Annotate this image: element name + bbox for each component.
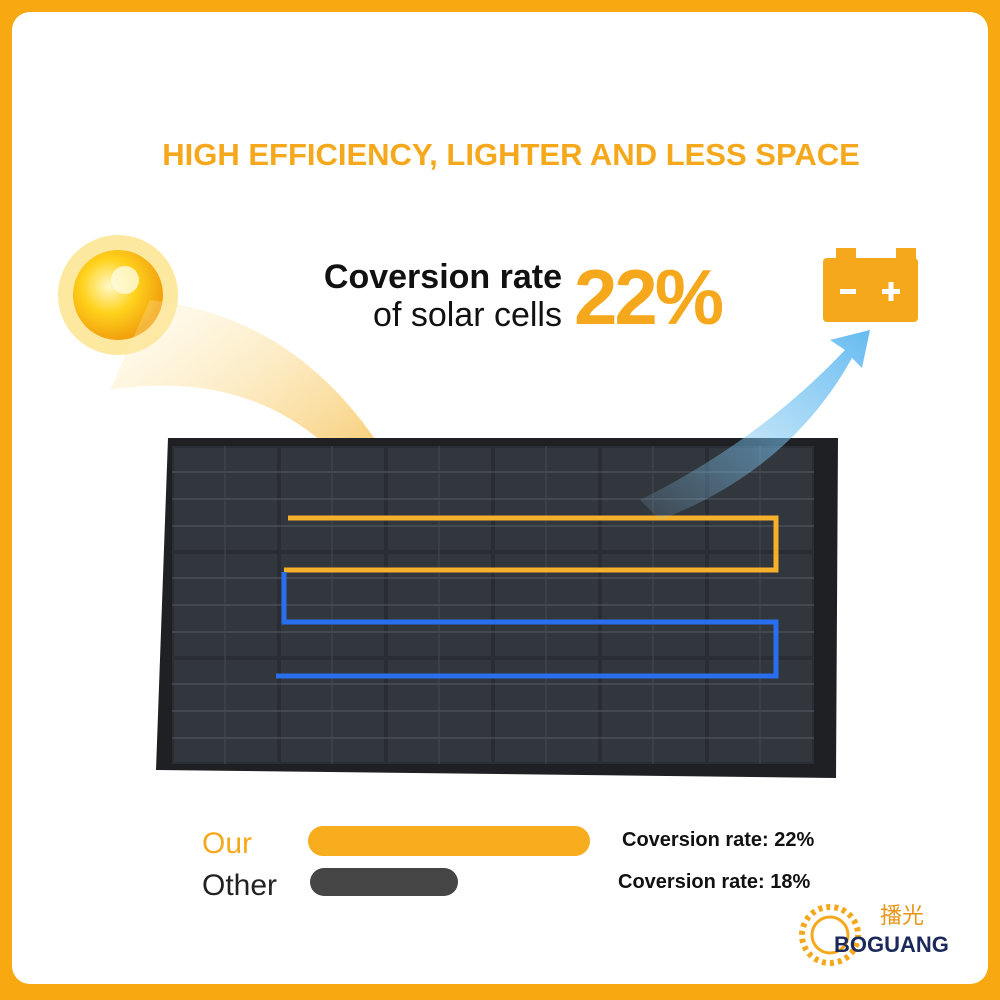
- headline-line2: of solar cells: [373, 296, 562, 334]
- headline-line1: Coversion rate: [324, 258, 562, 296]
- solar-panel: [156, 438, 838, 778]
- comparison-text: Coversion rate: 22%: [622, 829, 815, 851]
- comparison-bar: [308, 826, 590, 856]
- logo-chinese: 播光: [880, 904, 924, 929]
- comparison-label: Other: [202, 869, 277, 902]
- battery-icon: [823, 248, 918, 322]
- sun-ray: [110, 300, 420, 535]
- comparison-text: Coversion rate: 18%: [618, 871, 811, 893]
- logo: [799, 904, 861, 966]
- logo-name: BOGUANG: [834, 932, 949, 957]
- title: HIGH EFFICIENCY, LIGHTER AND LESS SPACE: [162, 137, 860, 172]
- headline-rate: 22%: [574, 253, 723, 341]
- comparison-label: Our: [202, 827, 252, 860]
- power-ray: [640, 330, 870, 520]
- comparison-bar: [310, 868, 458, 896]
